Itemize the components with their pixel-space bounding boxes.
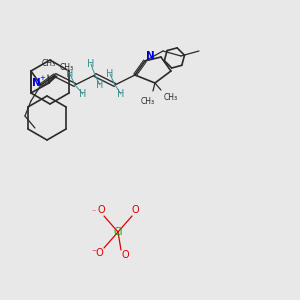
Text: O: O [121,250,129,260]
Text: H: H [79,89,87,99]
Text: CH₃: CH₃ [141,97,155,106]
Text: N: N [32,78,40,88]
Text: N: N [146,51,154,61]
Text: O: O [131,205,139,215]
Text: H: H [66,69,74,79]
Text: O: O [97,205,105,215]
Text: CH₃: CH₃ [164,92,178,101]
Text: H: H [96,80,103,90]
Text: CH₃: CH₃ [60,64,74,73]
Text: Cl: Cl [113,227,123,237]
Text: H: H [106,69,114,79]
Text: +: + [39,75,45,81]
Text: CH₃: CH₃ [42,59,56,68]
Text: ⁻O: ⁻O [92,248,104,258]
Text: H: H [87,59,94,69]
Text: H: H [117,89,124,99]
Text: ⁻: ⁻ [92,208,96,217]
